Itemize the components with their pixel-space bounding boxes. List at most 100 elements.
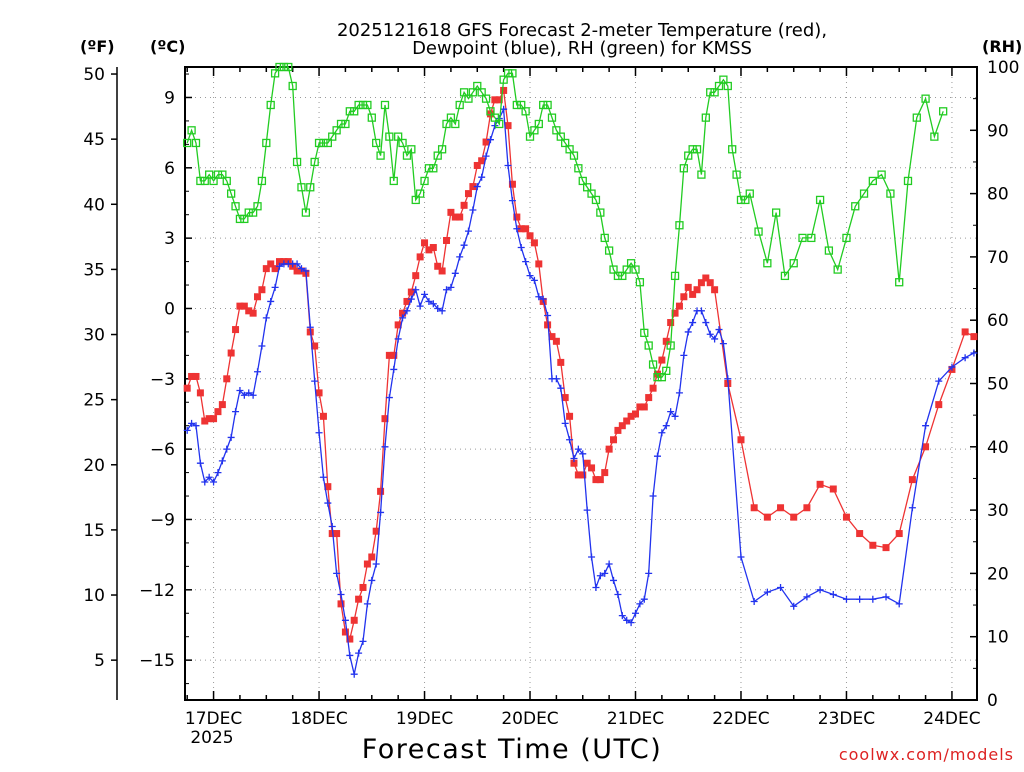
- dewpoint-point: [372, 560, 380, 568]
- temperature-point: [561, 394, 569, 402]
- celsius-tick-label: −9: [150, 510, 175, 530]
- temperature-point: [192, 372, 200, 380]
- rh-line: [186, 66, 944, 378]
- rh-tick-label: 20: [987, 564, 1009, 584]
- celsius-tick-label: 3: [164, 229, 175, 249]
- fahrenheit-tick-label: 35: [83, 260, 105, 280]
- rh-point: [763, 259, 772, 268]
- rh-point: [635, 278, 645, 287]
- fahrenheit-tick-label: 40: [83, 195, 105, 215]
- celsius-tick-label: 6: [164, 159, 175, 179]
- rh-point: [306, 183, 315, 192]
- temperature-point: [337, 600, 345, 608]
- temperature-point: [333, 530, 341, 538]
- rh-point: [574, 164, 583, 173]
- rh-point: [446, 113, 456, 122]
- rh-point: [385, 132, 394, 141]
- rh-point: [591, 195, 601, 205]
- temperature-point: [359, 583, 367, 591]
- rh-point: [314, 138, 324, 148]
- dewpoint-point: [719, 340, 727, 348]
- temperature-point: [210, 415, 218, 423]
- rh-point: [701, 113, 710, 122]
- fahrenheit-tick-label: 5: [94, 651, 105, 671]
- temperature-point: [363, 560, 371, 568]
- dewpoint-point: [355, 649, 363, 657]
- dewpoint-point: [249, 391, 257, 399]
- temperature-point: [275, 258, 283, 266]
- dewpoint-point: [803, 593, 811, 601]
- rh-point: [323, 138, 332, 148]
- rh-point: [244, 208, 253, 217]
- rh-point: [297, 183, 306, 192]
- rh-point: [477, 88, 486, 97]
- temperature-point: [350, 616, 358, 624]
- rh-tick-label: 60: [987, 311, 1009, 331]
- dewpoint-point: [711, 335, 719, 343]
- chart-title-line1: 2025121618 GFS Forecast 2-meter Temperat…: [337, 20, 827, 41]
- temperature-point: [570, 459, 578, 467]
- temperature-point: [464, 190, 472, 198]
- dewpoint-point: [399, 314, 407, 322]
- rh-point: [578, 176, 587, 186]
- temperature-point: [434, 262, 442, 270]
- temperature-point: [763, 513, 771, 521]
- dewpoint-point: [662, 422, 670, 430]
- rh-point: [231, 202, 240, 211]
- series-rh: [183, 62, 948, 382]
- dewpoint-point: [763, 588, 771, 596]
- rh-point: [473, 81, 482, 91]
- rh-point: [679, 164, 688, 173]
- temperature-point: [311, 342, 319, 350]
- rh-point: [200, 176, 209, 186]
- rh-point: [723, 81, 732, 91]
- dewpoint-point: [552, 375, 560, 383]
- rh-unit-label: (RH): [982, 37, 1022, 56]
- rh-point: [341, 119, 350, 129]
- rh-point: [301, 208, 311, 217]
- watermark-text: coolwx.com/models: [839, 745, 1014, 764]
- rh-point: [912, 113, 921, 122]
- data-series: [183, 62, 978, 678]
- temperature-point: [601, 469, 609, 477]
- temperature-point: [205, 415, 213, 423]
- temperature-point: [249, 309, 257, 317]
- temperature-point: [535, 260, 543, 268]
- dewpoint-point: [381, 443, 389, 451]
- rh-point: [209, 176, 218, 186]
- rh-point: [609, 265, 618, 274]
- celsius-tick-label: −6: [150, 440, 175, 460]
- temperature-point: [530, 239, 538, 247]
- temperature-point: [649, 384, 657, 392]
- rh-point: [336, 119, 346, 129]
- temperature-point: [236, 302, 244, 310]
- dewpoint-point: [724, 375, 732, 383]
- temperature-point: [438, 267, 446, 275]
- temperature-point: [478, 157, 486, 165]
- dewpoint-point: [570, 455, 578, 463]
- dewpoint-point: [579, 450, 587, 458]
- temperature-point: [201, 417, 209, 425]
- dewpoint-point: [605, 560, 613, 568]
- temperature-point: [262, 265, 270, 273]
- dewpoint-point: [403, 307, 411, 315]
- fahrenheit-tick-label: 20: [83, 456, 105, 476]
- rh-point: [815, 195, 825, 205]
- x-tick-label: 19DEC: [396, 709, 453, 729]
- rh-point: [310, 157, 319, 167]
- temperature-point: [390, 351, 398, 359]
- year-label: 2025: [190, 728, 233, 748]
- dewpoint-point: [346, 651, 354, 659]
- rh-point: [648, 360, 658, 369]
- rh-point: [459, 88, 469, 97]
- rh-point: [394, 132, 403, 141]
- dewpoint-point: [394, 335, 402, 343]
- dewpoint-point: [895, 600, 903, 608]
- rh-tick-label: 10: [987, 628, 1009, 648]
- rh-point: [407, 145, 416, 154]
- temperature-point: [614, 426, 622, 434]
- temperature-point: [640, 403, 648, 411]
- dewpoint-point: [192, 422, 200, 430]
- temperature-point: [579, 471, 587, 479]
